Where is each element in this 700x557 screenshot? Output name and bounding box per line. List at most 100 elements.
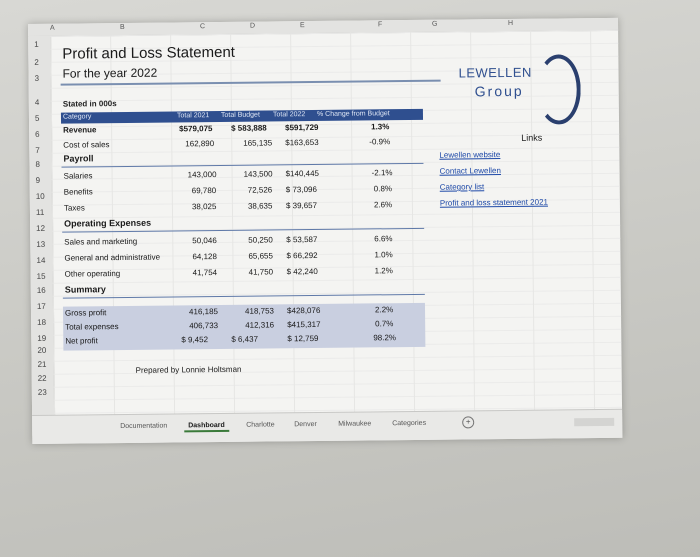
row-header[interactable]: 2 [34, 57, 39, 67]
sales-marketing-2021[interactable]: 50,046 [192, 236, 217, 246]
label-taxes[interactable]: Taxes [63, 203, 85, 213]
row-header[interactable]: 15 [36, 271, 46, 281]
row-header[interactable]: 8 [35, 159, 40, 169]
stated-in-note[interactable]: Stated in 000s [62, 99, 117, 109]
cost-of-sales-change[interactable]: -0.9% [369, 137, 391, 147]
row-header[interactable]: 22 [37, 373, 47, 383]
column-header-e[interactable]: E [299, 22, 305, 30]
row-header[interactable]: 20 [37, 345, 47, 355]
header-total-2022[interactable]: Total 2022 [272, 111, 306, 119]
label-total-expenses[interactable]: Total expenses [65, 322, 119, 332]
add-sheet-icon[interactable]: + [462, 416, 475, 429]
cost-of-sales-2022[interactable]: $163,653 [285, 137, 319, 148]
sheet-title[interactable]: Profit and Loss Statement [62, 43, 236, 63]
revenue-budget[interactable]: $ 583,888 [231, 123, 267, 133]
row-header[interactable]: 3 [34, 73, 40, 83]
row-header[interactable]: 11 [35, 207, 45, 217]
row-header[interactable]: 1 [34, 39, 39, 49]
taxes-2022[interactable]: $ 39,657 [285, 200, 318, 211]
row-header[interactable]: 19 [37, 333, 47, 343]
row-header[interactable]: 23 [37, 387, 47, 397]
salaries-budget[interactable]: 143,500 [243, 169, 273, 179]
total-expenses-budget[interactable]: 412,316 [245, 320, 275, 330]
benefits-budget[interactable]: 72,526 [247, 185, 273, 195]
tab-dashboard[interactable]: Dashboard [184, 420, 229, 433]
total-expenses-change[interactable]: 0.7% [375, 319, 394, 329]
net-profit-budget[interactable]: $ 6,437 [231, 334, 259, 344]
sales-marketing-budget[interactable]: 50,250 [248, 235, 273, 245]
benefits-2021[interactable]: 69,780 [191, 186, 217, 196]
label-sales-marketing[interactable]: Sales and marketing [64, 236, 138, 247]
row-header[interactable]: 17 [36, 301, 46, 311]
label-gross-profit[interactable]: Gross profit [64, 308, 107, 318]
label-other-operating[interactable]: Other operating [64, 269, 121, 279]
salaries-2021[interactable]: 143,000 [187, 170, 217, 180]
row-header[interactable]: 5 [34, 113, 40, 123]
tab-milwaukee[interactable]: Milwaukee [338, 420, 372, 428]
gross-profit-budget[interactable]: 418,753 [244, 306, 274, 316]
taxes-change[interactable]: 2.6% [373, 200, 393, 210]
net-profit-2022[interactable]: $ 12,759 [287, 333, 319, 344]
tab-categories[interactable]: Categories [392, 419, 427, 428]
header-change[interactable]: % Change from Budget [316, 110, 390, 118]
gross-profit-2022[interactable]: $428,076 [286, 305, 321, 316]
taxes-2021[interactable]: 38,025 [191, 202, 217, 212]
other-operating-2021[interactable]: 41,754 [192, 268, 218, 278]
section-operating-expenses[interactable]: Operating Expenses [64, 217, 152, 229]
other-operating-change[interactable]: 1.2% [374, 266, 393, 276]
tab-documentation[interactable]: Documentation [120, 422, 168, 431]
prepared-by[interactable]: Prepared by Lonnie Holtsman [135, 364, 242, 375]
label-benefits[interactable]: Benefits [63, 187, 93, 197]
row-header[interactable]: 9 [35, 175, 41, 185]
row-header[interactable]: 10 [35, 191, 45, 201]
general-admin-budget[interactable]: 65,655 [248, 251, 273, 261]
column-header-b[interactable]: B [120, 23, 125, 32]
row-header[interactable]: 7 [35, 145, 40, 155]
taxes-budget[interactable]: 38,635 [247, 201, 273, 211]
tab-charlotte[interactable]: Charlotte [246, 421, 275, 429]
header-total-budget[interactable]: Total Budget [220, 111, 260, 119]
gross-profit-change[interactable]: 2.2% [374, 305, 394, 315]
section-summary[interactable]: Summary [64, 284, 106, 295]
salaries-change[interactable]: -2.1% [371, 168, 393, 178]
cost-of-sales-budget[interactable]: 165,135 [243, 138, 273, 148]
sales-marketing-change[interactable]: 6.6% [374, 234, 393, 244]
row-header[interactable]: 4 [34, 97, 40, 107]
links-heading[interactable]: Links [521, 132, 543, 143]
net-profit-2021[interactable]: $ 9,452 [181, 335, 209, 345]
link-lewellen-website[interactable]: Lewellen website [439, 150, 501, 160]
other-operating-budget[interactable]: 41,750 [248, 267, 274, 277]
cost-of-sales-2021[interactable]: 162,890 [185, 139, 215, 149]
gross-profit-2021[interactable]: 416,185 [188, 307, 218, 317]
net-profit-change[interactable]: 98.2% [373, 333, 397, 343]
tab-denver[interactable]: Denver [294, 420, 317, 429]
row-header[interactable]: 21 [37, 359, 47, 369]
label-general-admin[interactable]: General and administrative [64, 252, 161, 263]
sales-marketing-2022[interactable]: $ 53,587 [286, 234, 318, 245]
header-total-2021[interactable]: Total 2021 [176, 112, 210, 120]
benefits-change[interactable]: 0.8% [373, 184, 393, 194]
row-header[interactable]: 12 [36, 223, 46, 233]
general-admin-2022[interactable]: $ 66,292 [286, 250, 318, 261]
total-expenses-2021[interactable]: 406,733 [189, 321, 219, 331]
horizontal-scrollbar[interactable] [574, 417, 615, 427]
sheet-subtitle[interactable]: For the year 2022 [62, 65, 158, 81]
link-category-list[interactable]: Category list [439, 182, 485, 192]
row-header[interactable]: 13 [36, 239, 46, 249]
column-header-f[interactable]: F [377, 21, 383, 29]
label-revenue[interactable]: Revenue [63, 125, 97, 135]
salaries-2022[interactable]: $140,445 [285, 168, 320, 179]
column-header-a[interactable]: A [50, 24, 55, 32]
general-admin-2021[interactable]: 64,128 [192, 252, 217, 262]
row-header[interactable]: 16 [36, 285, 46, 295]
link-pl-statement-2021[interactable]: Profit and loss statement 2021 [439, 197, 549, 208]
row-header[interactable]: 14 [36, 255, 46, 265]
column-header-d[interactable]: D [249, 22, 256, 30]
header-category[interactable]: Category [62, 113, 92, 121]
label-cost-of-sales[interactable]: Cost of sales [63, 140, 110, 150]
row-header[interactable]: 18 [37, 317, 47, 327]
revenue-2021[interactable]: $579,075 [179, 124, 213, 134]
general-admin-change[interactable]: 1.0% [374, 250, 393, 260]
section-payroll[interactable]: Payroll [63, 153, 94, 164]
benefits-2022[interactable]: $ 73,096 [285, 184, 317, 195]
